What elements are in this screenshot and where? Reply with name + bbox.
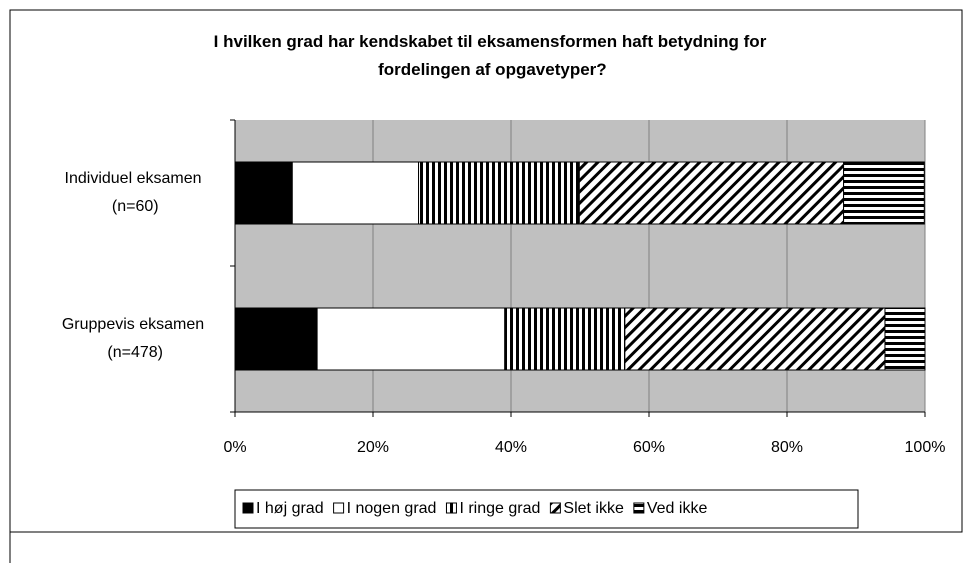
legend-box — [234, 489, 859, 529]
bar-segment — [843, 161, 925, 225]
legend-swatch — [633, 502, 645, 514]
legend-swatch — [242, 502, 254, 514]
bar-segment — [234, 307, 318, 371]
legend-label: Slet ikke — [563, 500, 624, 517]
bar-segment — [234, 161, 293, 225]
legend-label: Ved ikke — [647, 500, 708, 517]
legend-label: I nogen grad — [347, 500, 437, 517]
bar-segment — [291, 161, 420, 225]
x-tick-label: 60% — [633, 439, 665, 456]
bar-segment — [418, 161, 580, 225]
bar-segment — [504, 307, 626, 371]
legend-swatch — [445, 502, 457, 514]
legend-swatch — [333, 502, 345, 514]
y-tick-label: Individuel eksamen (n=60) — [65, 170, 202, 215]
bar-segment — [624, 307, 886, 371]
bar-segment — [578, 161, 845, 225]
legend-label: I høj grad — [256, 500, 324, 517]
bar-segment — [884, 307, 926, 371]
x-tick-label: 40% — [495, 439, 527, 456]
chart-title: I hvilken grad har kendskabet til eksame… — [214, 32, 767, 79]
x-tick-label: 20% — [357, 439, 389, 456]
y-tick-label: Gruppevis eksamen (n=478) — [62, 316, 204, 361]
legend-swatch — [549, 502, 561, 514]
x-tick-label: 80% — [771, 439, 803, 456]
legend-label: I ringe grad — [459, 500, 540, 517]
x-tick-label: 0% — [223, 439, 246, 456]
frame — [9, 9, 963, 563]
bar-segment — [316, 307, 506, 371]
x-tick-label: 100% — [905, 439, 946, 456]
